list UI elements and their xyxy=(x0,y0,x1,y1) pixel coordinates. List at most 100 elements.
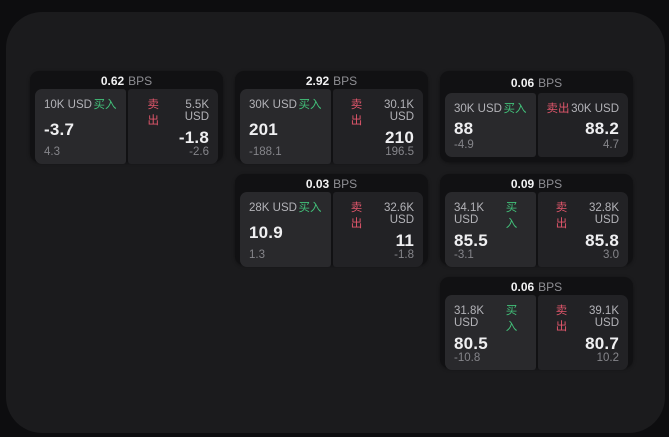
quote-panels: 30K USD 买入 88 -4.9 卖出 30K USD 88.2 4.7 xyxy=(440,92,633,162)
spread-value: 2.92 xyxy=(305,74,330,88)
buy-toprow: 30K USD 买入 xyxy=(454,100,527,116)
sell-toprow: 卖出 32.8K USD xyxy=(547,199,619,231)
quote-card: 2.92 BPS 30K USD 买入 201 -188.1 卖出 30.1K … xyxy=(235,71,428,164)
sell-toprow: 卖出 5.5K USD xyxy=(137,96,209,128)
sell-price: 88.2 xyxy=(585,118,619,138)
buy-notional: 10K USD xyxy=(44,99,92,111)
sell-price: 85.8 xyxy=(585,231,619,250)
sell-delta: 196.5 xyxy=(385,146,414,158)
quote-panels: 28K USD 买入 10.9 1.3 卖出 32.6K USD 11 -1.8 xyxy=(235,191,428,272)
buy-delta: -4.9 xyxy=(454,139,474,151)
spread-value: 0.06 xyxy=(510,76,535,90)
spread-unit-label: BPS xyxy=(333,177,358,191)
sell-delta: 4.7 xyxy=(603,139,619,151)
sell-label: 卖出 xyxy=(555,305,568,333)
sell-toprow: 卖出 39.1K USD xyxy=(547,302,619,334)
buy-notional: 28K USD xyxy=(249,202,297,214)
quote-card-grid: 0.62 BPS 10K USD 买入 -3.7 4.3 卖出 5.5K USD… xyxy=(30,71,633,370)
buy-price: 80.5 xyxy=(454,334,488,353)
buy-panel[interactable]: 31.8K USD 买入 80.5 -10.8 xyxy=(445,295,536,370)
sell-notional: 39.1K USD xyxy=(588,305,619,329)
spread-header: 0.09 BPS xyxy=(440,174,633,191)
sell-notional: 30K USD xyxy=(571,103,619,115)
buy-label: 买入 xyxy=(503,103,527,115)
buy-panel[interactable]: 10K USD 买入 -3.7 4.3 xyxy=(35,89,126,164)
buy-toprow: 31.8K USD 买入 xyxy=(454,302,527,334)
sell-label: 卖出 xyxy=(350,202,363,230)
buy-notional: 30K USD xyxy=(454,103,502,115)
spread-header: 0.06 BPS xyxy=(440,71,633,92)
buy-delta: -3.1 xyxy=(454,249,474,261)
buy-label: 买入 xyxy=(298,99,322,111)
buy-panel[interactable]: 28K USD 买入 10.9 1.3 xyxy=(240,192,331,267)
buy-price: -3.7 xyxy=(44,120,75,139)
quote-panels: 30K USD 买入 201 -188.1 卖出 30.1K USD 210 1… xyxy=(235,88,428,169)
sell-price: 11 xyxy=(395,231,414,250)
spread-unit-label: BPS xyxy=(128,74,153,88)
buy-label: 买入 xyxy=(298,202,322,214)
buy-panel[interactable]: 30K USD 买入 201 -188.1 xyxy=(240,89,331,164)
sell-notional: 30.1K USD xyxy=(383,99,414,123)
buy-delta: -188.1 xyxy=(249,146,282,158)
quote-panels: 31.8K USD 买入 80.5 -10.8 卖出 39.1K USD 80.… xyxy=(440,294,633,375)
sell-panel[interactable]: 卖出 32.8K USD 85.8 3.0 xyxy=(537,192,628,267)
sell-delta: -1.8 xyxy=(394,249,414,261)
buy-notional: 31.8K USD xyxy=(454,305,485,329)
sell-panel[interactable]: 卖出 32.6K USD 11 -1.8 xyxy=(332,192,423,267)
buy-toprow: 34.1K USD 买入 xyxy=(454,199,527,231)
sell-label: 卖出 xyxy=(555,202,568,230)
buy-price: 201 xyxy=(249,120,278,139)
buy-label: 买入 xyxy=(93,99,117,111)
buy-label: 买入 xyxy=(505,305,518,333)
sell-label: 卖出 xyxy=(350,99,363,127)
sell-price: -1.8 xyxy=(178,128,209,147)
buy-price: 85.5 xyxy=(454,231,488,250)
buy-toprow: 28K USD 买入 xyxy=(249,199,322,215)
sell-price: 80.7 xyxy=(585,334,619,353)
sell-delta: 10.2 xyxy=(596,352,619,364)
spread-header: 0.62 BPS xyxy=(30,71,223,88)
sell-panel[interactable]: 卖出 30K USD 88.2 4.7 xyxy=(537,93,628,157)
quote-card: 0.03 BPS 28K USD 买入 10.9 1.3 卖出 32.6K US… xyxy=(235,174,428,267)
sell-toprow: 卖出 30K USD xyxy=(547,100,620,116)
spread-unit-label: BPS xyxy=(538,280,563,294)
buy-toprow: 30K USD 买入 xyxy=(249,96,322,112)
sell-panel[interactable]: 卖出 30.1K USD 210 196.5 xyxy=(332,89,423,164)
sell-label: 卖出 xyxy=(147,99,159,127)
sell-label: 卖出 xyxy=(546,103,570,115)
sell-notional: 32.8K USD xyxy=(588,202,619,226)
buy-label: 买入 xyxy=(505,202,518,230)
sell-toprow: 卖出 30.1K USD xyxy=(342,96,414,128)
spread-unit-label: BPS xyxy=(538,177,563,191)
spread-value: 0.09 xyxy=(510,177,535,191)
quote-panels: 34.1K USD 买入 85.5 -3.1 卖出 32.8K USD 85.8… xyxy=(440,191,633,272)
sell-delta: 3.0 xyxy=(603,249,619,261)
buy-notional: 30K USD xyxy=(249,99,297,111)
buy-price: 10.9 xyxy=(249,223,283,242)
spread-header: 2.92 BPS xyxy=(235,71,428,88)
spread-value: 0.62 xyxy=(100,74,125,88)
sell-toprow: 卖出 32.6K USD xyxy=(342,199,414,231)
buy-delta: -10.8 xyxy=(454,352,481,364)
buy-panel[interactable]: 30K USD 买入 88 -4.9 xyxy=(445,93,536,157)
spread-header: 0.03 BPS xyxy=(235,174,428,191)
spread-unit-label: BPS xyxy=(333,74,358,88)
sell-notional: 32.6K USD xyxy=(383,202,414,226)
quote-card: 0.06 BPS 31.8K USD 买入 80.5 -10.8 卖出 39.1… xyxy=(440,277,633,370)
sell-panel[interactable]: 卖出 39.1K USD 80.7 10.2 xyxy=(537,295,628,370)
buy-delta: 1.3 xyxy=(249,249,265,261)
buy-panel[interactable]: 34.1K USD 买入 85.5 -3.1 xyxy=(445,192,536,267)
sell-price: 210 xyxy=(385,128,414,147)
buy-notional: 34.1K USD xyxy=(454,202,485,226)
buy-price: 88 xyxy=(454,118,474,138)
quote-panels: 10K USD 买入 -3.7 4.3 卖出 5.5K USD -1.8 -2.… xyxy=(30,88,223,169)
sell-delta: -2.6 xyxy=(189,146,209,158)
quote-card: 0.62 BPS 10K USD 买入 -3.7 4.3 卖出 5.5K USD… xyxy=(30,71,223,164)
quote-card: 0.09 BPS 34.1K USD 买入 85.5 -3.1 卖出 32.8K… xyxy=(440,174,633,267)
spread-value: 0.06 xyxy=(510,280,535,294)
buy-delta: 4.3 xyxy=(44,146,60,158)
spread-header: 0.06 BPS xyxy=(440,277,633,294)
spread-unit-label: BPS xyxy=(538,76,563,90)
quote-card: 0.06 BPS 30K USD 买入 88 -4.9 卖出 30K USD 8… xyxy=(440,71,633,162)
sell-panel[interactable]: 卖出 5.5K USD -1.8 -2.6 xyxy=(127,89,218,164)
